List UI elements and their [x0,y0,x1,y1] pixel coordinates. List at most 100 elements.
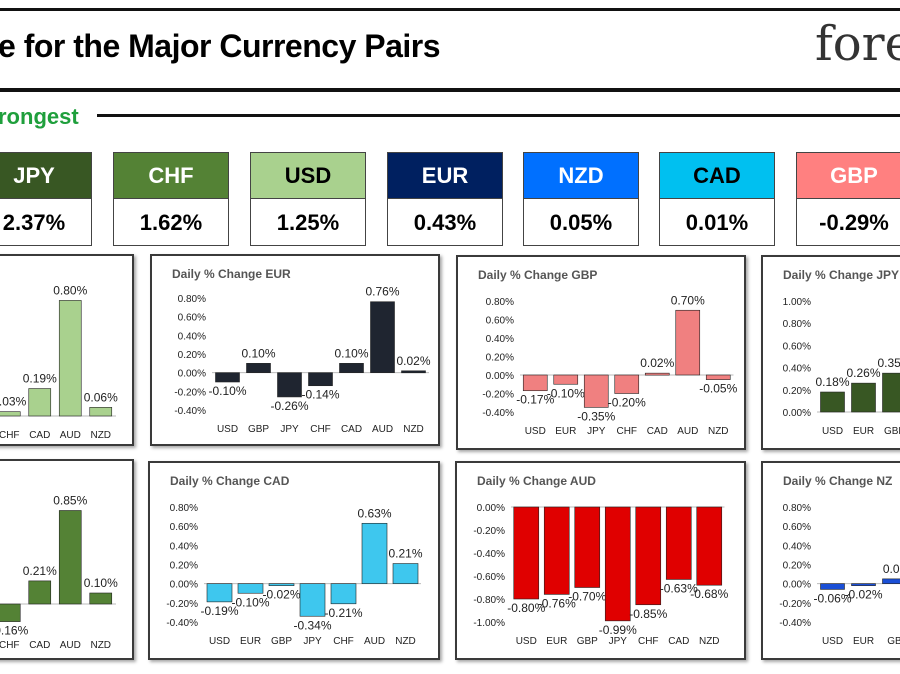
y-tick-label: 0.00% [486,371,514,382]
chart-cad: Daily % Change CAD 0.80% 0.60% 0.40% 0.20% 0.… [166,474,423,647]
tile-currency: JPY [0,153,91,199]
chart-title: Daily % Change EUR [172,267,291,281]
data-label: -0.02% [844,588,882,602]
title-divider [0,88,900,92]
data-label: 0.18% [815,375,849,389]
y-tick-label: 0.80% [170,503,198,514]
category-label: CHF [638,636,659,647]
data-label: 0.05 [883,562,900,576]
strongest-label: rongest [0,104,79,129]
y-tick-label: 0.20% [783,386,811,397]
bar-eur [851,583,876,586]
bar-nzd [89,592,113,605]
bar-nzd [705,374,731,380]
data-label: -0.10% [208,384,246,398]
category-label: JPY [303,636,322,647]
bar-nzd [401,370,426,374]
y-tick-label: 0.20% [486,353,514,364]
category-label: CHF [616,426,637,437]
y-tick-label: 0.00% [783,580,811,591]
chart-title: Daily % Change JPY [783,268,899,282]
data-label: -0.10% [231,595,269,609]
y-tick-label: 0.60% [486,316,514,327]
category-label: EUR [555,426,576,437]
bar-aud [675,309,701,376]
tile-currency: GBP [797,153,900,199]
category-label: USD [217,424,238,435]
tile-gbp: GBP -0.29% [796,152,900,246]
data-label: 0.10% [334,346,368,360]
data-label: 0.26% [846,366,880,380]
bar-eur [553,374,579,385]
logo: fore [815,16,900,72]
data-label: 0.02% [640,356,674,370]
chart-title: Daily % Change NZ [783,474,892,488]
data-label: 0.03% [0,395,27,409]
data-label: 0.85% [53,494,87,508]
data-label: -0.02% [262,588,300,602]
chart-gbp: Daily % Change GBP 0.80% 0.60% 0.40% 0.20% 0.… [478,268,738,437]
y-tick-label: -0.20% [473,526,505,537]
chart-nzd: Daily % Change NZ 0.80% 0.60% 0.40% 0.20% 0.0… [779,474,900,647]
y-tick-label: 0.40% [783,364,811,375]
bar-usd [206,583,233,603]
bar-usd [820,391,845,413]
data-label: 0.06% [84,390,118,404]
bar-chf [330,583,357,605]
data-label: 0.02% [396,354,430,368]
data-label: -0.63% [660,581,698,595]
bar-gb [882,578,900,584]
data-label: -0.06% [813,591,851,605]
category-label: AUD [364,636,385,647]
data-label: -0.26% [270,399,308,413]
y-tick-label: -0.40% [166,618,198,629]
y-tick-label: 0.00% [170,580,198,591]
y-tick-label: 0.80% [178,294,206,305]
data-label: -0.34% [293,618,331,632]
y-tick-label: -0.60% [473,572,505,583]
chart-usd: 0.03% CHF 0.19% CAD 0.80% AUD 0.06% NZD [0,283,118,441]
y-tick-label: 0.20% [170,561,198,572]
y-tick-label: 0.80% [486,297,514,308]
tile-change: 1.25% [276,210,340,235]
chart-title: Daily % Change CAD [170,474,290,488]
category-label: USD [822,636,843,647]
chart-title: Daily % Change GBP [478,268,597,282]
chart-panel-nzd: Daily % Change NZ 0.80% 0.60% 0.40% 0.20% 0.0… [761,461,900,660]
y-tick-label: -0.20% [482,390,514,401]
tile-chf: CHF 1.62% [113,152,229,246]
data-label: 0.10% [241,346,275,360]
y-tick-label: 0.00% [783,408,811,419]
tile-change: 2.37% [2,210,66,235]
data-label: 0.21% [23,564,57,578]
tile-change: 1.62% [139,210,203,235]
y-tick-label: 0.80% [783,503,811,514]
y-tick-label: 1.00% [783,297,811,308]
y-tick-label: -1.00% [473,618,505,629]
y-tick-label: 0.60% [178,313,206,324]
chart-aud: Daily % Change AUD 0.00% -0.20% -0.40% -0.60… [473,474,728,647]
data-label: 0.63% [357,506,391,520]
bar-aud [58,510,82,605]
chart-panel-eur: Daily % Change EUR 0.80% 0.60% 0.40% 0.20% 0.… [150,254,440,446]
data-label: -0.85% [629,607,667,621]
category-label: CHF [333,636,354,647]
bar-chf [0,603,21,622]
chart-panel-aud: Daily % Change AUD 0.00% -0.20% -0.40% -0.60… [455,461,746,660]
bar-aud [58,300,82,417]
category-label: CAD [341,424,362,435]
data-label: -0.16% [0,624,29,638]
data-label: 0.10% [84,576,118,590]
data-label: -0.14% [301,388,339,402]
bar-chf [0,411,21,417]
tile-currency: EUR [388,153,502,199]
y-tick-label: 0.60% [783,522,811,533]
category-label: CAD [647,426,668,437]
bar-jpy [583,374,609,408]
tile-jpy: JPY 2.37% [0,152,92,246]
bar-gbp [574,506,601,588]
bar-cad [28,580,52,605]
chart-panel-cad: Daily % Change CAD 0.80% 0.60% 0.40% 0.20% 0.… [148,461,440,660]
bar-chf [635,506,662,606]
tile-currency: USD [251,153,365,199]
